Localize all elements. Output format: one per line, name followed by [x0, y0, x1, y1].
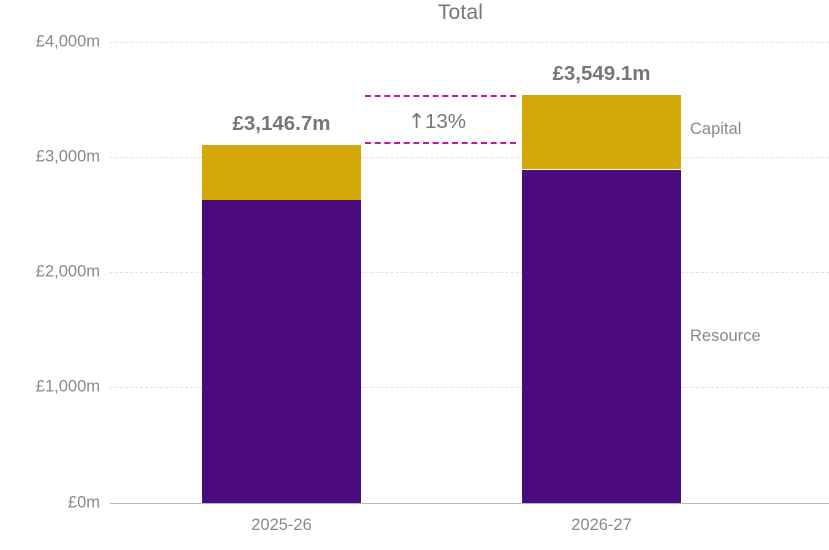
annotation-dash-upper [365, 95, 516, 97]
plot-area: £3,146.7m £3,549.1m Capital Resource ↑ 1… [110, 0, 829, 550]
annotation-dash-lower [365, 142, 516, 144]
y-axis-tick-1000: £1,000m [35, 377, 100, 396]
gridline-1000 [110, 387, 829, 388]
bar-total-label-2025-26: £3,146.7m [232, 112, 331, 135]
series-label-capital: Capital [690, 120, 742, 138]
x-axis-line [110, 503, 829, 504]
gridline-2000 [110, 272, 829, 273]
bar-segment-resource-2026-27[interactable] [522, 170, 681, 503]
gridline-4000 [110, 42, 829, 43]
y-axis-tick-0: £0m [67, 493, 100, 512]
bar-segment-resource-2025-26[interactable] [202, 200, 361, 503]
growth-percentage-label: 13% [425, 110, 467, 133]
bar-segment-capital-2026-27[interactable] [522, 95, 681, 169]
chart-title: Total [437, 1, 484, 24]
y-axis-tick-4000: £4,000m [35, 32, 100, 51]
bar-segment-capital-2025-26[interactable] [202, 145, 361, 201]
series-label-resource: Resource [690, 327, 761, 345]
gridline-3000 [110, 157, 829, 158]
y-axis-tick-2000: £2,000m [35, 262, 100, 281]
bar-total-label-2026-27: £3,549.1m [552, 62, 651, 85]
x-axis-tick-2025-26: 2025-26 [251, 516, 312, 534]
y-axis-tick-3000: £3,000m [35, 147, 100, 166]
x-axis-tick-2026-27: 2026-27 [571, 516, 632, 534]
growth-up-arrow-icon: ↑ [408, 109, 426, 133]
